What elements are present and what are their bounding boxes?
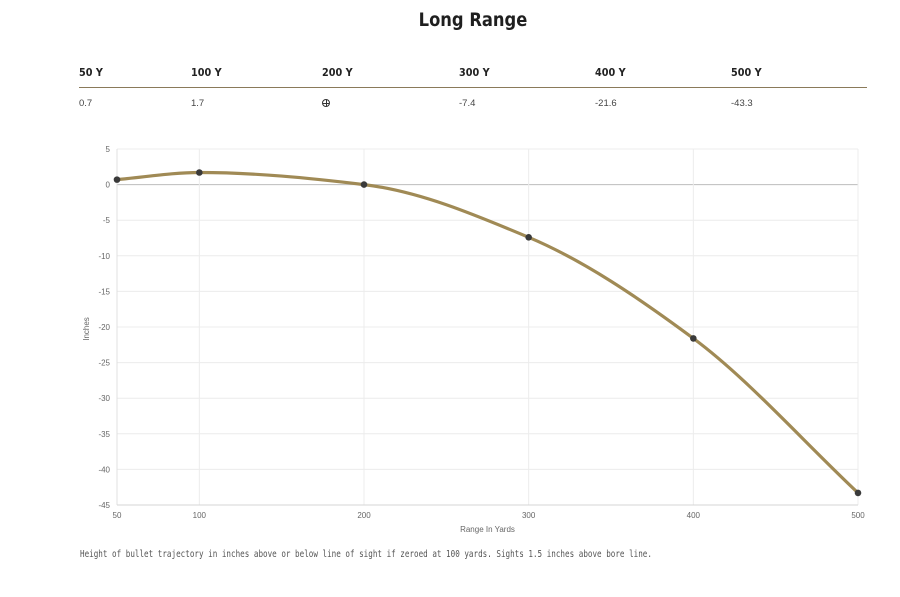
table-value-200 [322,98,330,109]
data-point-50 [113,176,121,183]
x-tick-label: 400 [687,511,701,520]
crosshair-zero-icon [322,99,330,107]
x-tick-label: 50 [113,511,122,520]
data-point-200 [360,181,368,188]
y-tick-label: -40 [98,465,110,474]
data-point-500 [854,489,862,497]
x-axis-label: Range In Yards [460,525,515,534]
table-value-400: -21.6 [595,98,617,109]
data-points [113,169,862,497]
table-value-300: -7.4 [459,98,476,109]
table-header-50: 50 Y [79,66,103,79]
table-value-50: 0.7 [79,98,93,109]
table-value-100: 1.7 [191,98,205,109]
page-title: Long Range [418,9,528,31]
y-tick-label: -10 [98,252,110,261]
x-tick-label: 300 [522,511,536,520]
table-header-500: 500 Y [731,66,762,79]
table-divider [79,87,867,88]
data-point-100 [196,169,203,176]
table-value-500: -43.3 [731,98,753,109]
y-tick-label: -5 [103,216,111,225]
x-tick-label: 200 [357,511,371,520]
x-tick-labels: 50 100 200 300 400 500 [113,511,866,520]
x-tick-label: 500 [851,511,865,520]
y-tick-label: -20 [98,323,110,332]
x-tick-label: 100 [193,511,207,520]
y-tick-labels: 5 0 -5 -10 -15 -20 -25 -30 -35 -40 -45 [98,145,110,510]
y-tick-label: -35 [98,430,110,439]
chart-grid [116,148,859,506]
table-header-400: 400 Y [595,66,626,79]
y-axis-label: Inches [82,317,91,341]
y-tick-label: 0 [106,181,111,190]
y-tick-label: -15 [98,287,110,296]
y-tick-label: -25 [98,359,110,368]
chart-caption: Height of bullet trajectory in inches ab… [80,549,652,560]
table-header-200: 200 Y [322,66,353,79]
table-header-300: 300 Y [459,66,490,79]
y-tick-label: 5 [106,145,111,154]
table-header-100: 100 Y [191,66,222,79]
y-tick-label: -30 [98,394,110,403]
y-tick-label: -45 [98,501,110,510]
data-point-300 [525,233,532,241]
data-point-400 [690,335,697,342]
